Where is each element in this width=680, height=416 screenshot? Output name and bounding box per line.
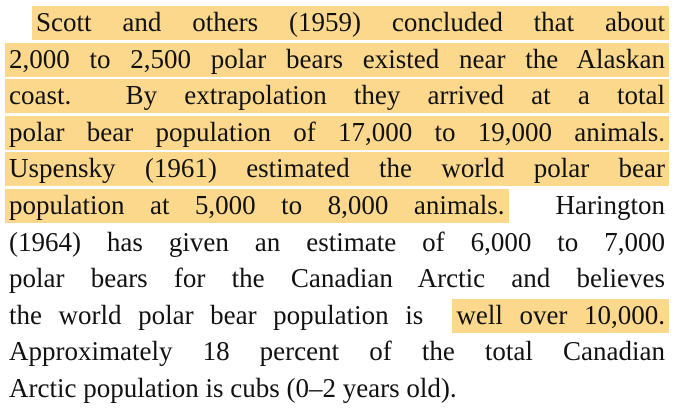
text: the world polar bear population is: [9, 299, 424, 330]
text-line: 2,000 to 2,500 polar bears existed near …: [5, 41, 669, 78]
text: Harington: [555, 189, 665, 220]
text: (1964) has given an estimate of 6,000 to…: [9, 226, 665, 257]
text-line: Scott and others (1959) concluded that a…: [9, 4, 669, 41]
text: Approximately 18 percent of the total Ca…: [9, 336, 665, 367]
highlighted-text: Scott and others (1959) concluded that a…: [32, 6, 669, 40]
text-line: Approximately 18 percent of the total Ca…: [9, 333, 665, 370]
text-line: population at 5,000 to 8,000 animals. Ha…: [5, 187, 665, 224]
highlighted-text: Uspensky (1961) estimated the world pola…: [5, 152, 669, 187]
text-line: (1964) has given an estimate of 6,000 to…: [9, 224, 665, 261]
highlighted-text: population at 5,000 to 8,000 animals.: [5, 188, 509, 223]
text: polar bears for the Canadian Arctic and …: [9, 263, 665, 294]
text: Arctic population is cubs (0–2 years old…: [9, 372, 457, 403]
highlighted-text: 2,000 to 2,500 polar bears existed near …: [5, 42, 669, 77]
text-line: coast. By extrapolation they arrived at …: [5, 77, 669, 114]
text-line: polar bears for the Canadian Arctic and …: [9, 260, 665, 297]
highlighted-text: polar bear population of 17,000 to 19,00…: [5, 115, 669, 150]
highlighted-text: well over 10,000.: [452, 298, 669, 333]
text-line: the world polar bear population is well …: [9, 297, 669, 334]
text-line: Arctic population is cubs (0–2 years old…: [9, 370, 665, 407]
text-line: polar bear population of 17,000 to 19,00…: [5, 114, 669, 151]
text-line: Uspensky (1961) estimated the world pola…: [5, 150, 669, 187]
highlighted-text: coast. By extrapolation they arrived at …: [5, 79, 669, 114]
